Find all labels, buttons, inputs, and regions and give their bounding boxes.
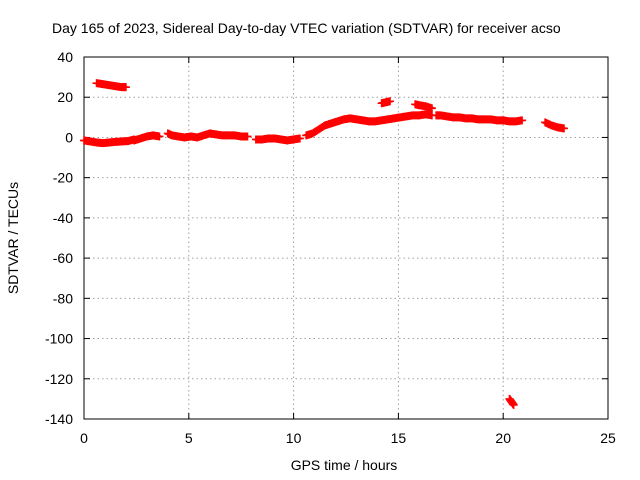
data-point bbox=[121, 83, 130, 92]
grid-lines bbox=[84, 57, 608, 419]
y-tick-label: 20 bbox=[57, 89, 73, 105]
y-tick-label: -80 bbox=[53, 290, 73, 306]
x-tick-label: 10 bbox=[286, 430, 302, 446]
y-tick-label: 0 bbox=[65, 129, 73, 145]
data-point bbox=[386, 97, 395, 106]
y-tick-label: -100 bbox=[45, 331, 73, 347]
data-points bbox=[80, 79, 568, 409]
data-point bbox=[509, 400, 518, 409]
y-tick-label: -120 bbox=[45, 371, 73, 387]
data-point bbox=[518, 116, 527, 125]
y-tick-label: -140 bbox=[45, 411, 73, 427]
axis-ticks bbox=[83, 56, 609, 420]
y-tick-label: 40 bbox=[57, 49, 73, 65]
x-tick-label: 0 bbox=[80, 430, 88, 446]
x-tick-label: 20 bbox=[495, 430, 511, 446]
y-tick-labels: -140 -120 -100 -80 -60 -40 -20 0 20 40 bbox=[45, 49, 73, 427]
chart-title: Day 165 of 2023, Sidereal Day-to-day VTE… bbox=[52, 20, 561, 36]
data-point bbox=[243, 132, 252, 141]
data-point bbox=[427, 104, 436, 113]
data-point bbox=[295, 134, 304, 143]
x-tick-label: 15 bbox=[391, 430, 407, 446]
x-tick-labels: 0 5 10 15 20 25 bbox=[80, 430, 616, 446]
y-axis-label: SDTVAR / TECUs bbox=[5, 182, 21, 294]
x-tick-label: 5 bbox=[185, 430, 193, 446]
data-point bbox=[155, 132, 164, 141]
x-tick-label: 25 bbox=[600, 430, 616, 446]
y-tick-label: -20 bbox=[53, 170, 73, 186]
x-axis-label: GPS time / hours bbox=[291, 457, 398, 473]
plot-frame bbox=[83, 56, 609, 420]
data-point bbox=[559, 124, 568, 133]
y-tick-label: -60 bbox=[53, 250, 73, 266]
y-tick-label: -40 bbox=[53, 210, 73, 226]
